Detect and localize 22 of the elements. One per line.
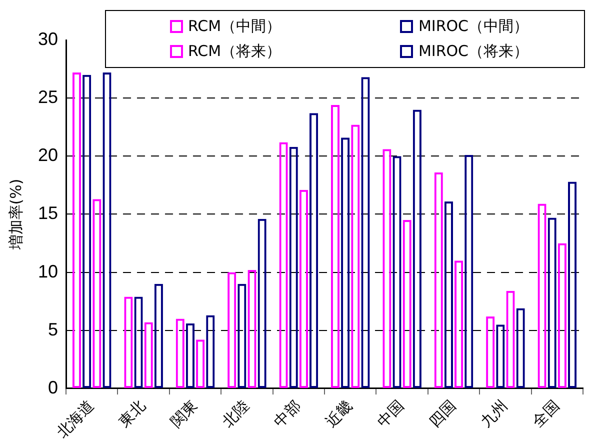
- y-tick-label: 10: [38, 261, 58, 282]
- legend-label: MIROC（中間）: [418, 17, 529, 36]
- x-tick-label: 中部: [270, 396, 304, 431]
- x-tick-label: 近畿: [322, 396, 356, 431]
- y-tick-label: 0: [48, 377, 58, 398]
- y-axis-title: 増加率(%): [6, 178, 25, 251]
- x-tick-label: 中国: [374, 396, 408, 431]
- x-tick-label: 北陸: [218, 396, 253, 431]
- x-tick-label: 北海道: [52, 396, 98, 442]
- x-tick-label: 東北: [115, 396, 150, 431]
- y-tick-label: 20: [38, 145, 58, 166]
- y-tick-label: 25: [38, 87, 58, 108]
- y-tick-label: 5: [48, 319, 58, 340]
- y-tick-label: 15: [38, 203, 58, 224]
- legend-label: MIROC（将来）: [418, 42, 529, 61]
- x-tick-label: 四国: [425, 396, 460, 431]
- y-tick-label: 30: [38, 28, 58, 49]
- x-tick-label: 九州: [477, 396, 512, 431]
- x-tick-label: 関東: [166, 396, 201, 431]
- legend-label: RCM（中間）: [188, 17, 282, 36]
- legend-label: RCM（将来）: [188, 42, 282, 61]
- x-tick-label: 全国: [528, 396, 563, 431]
